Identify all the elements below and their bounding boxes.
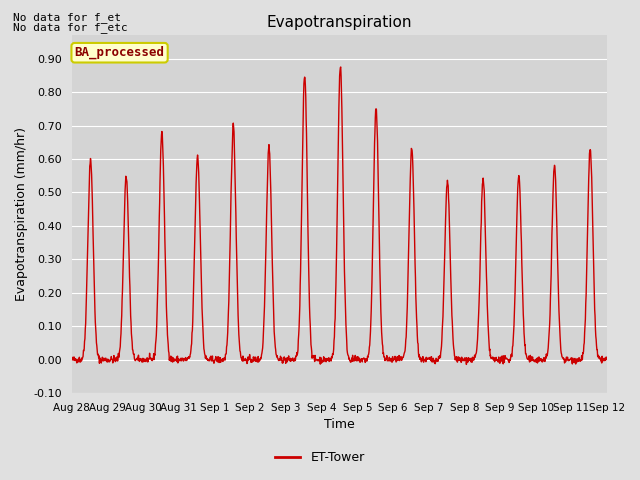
Legend: ET-Tower: ET-Tower <box>270 446 370 469</box>
Title: Evapotranspiration: Evapotranspiration <box>267 15 412 30</box>
Text: BA_processed: BA_processed <box>75 46 164 60</box>
Text: No data for f_etc: No data for f_etc <box>13 22 127 33</box>
X-axis label: Time: Time <box>324 419 355 432</box>
Text: No data for f_et: No data for f_et <box>13 12 121 23</box>
Y-axis label: Evapotranspiration (mm/hr): Evapotranspiration (mm/hr) <box>15 127 28 301</box>
